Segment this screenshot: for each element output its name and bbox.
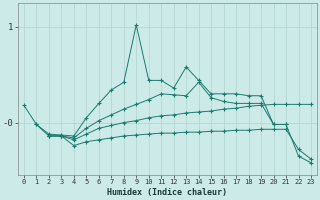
X-axis label: Humidex (Indice chaleur): Humidex (Indice chaleur) (108, 188, 228, 197)
